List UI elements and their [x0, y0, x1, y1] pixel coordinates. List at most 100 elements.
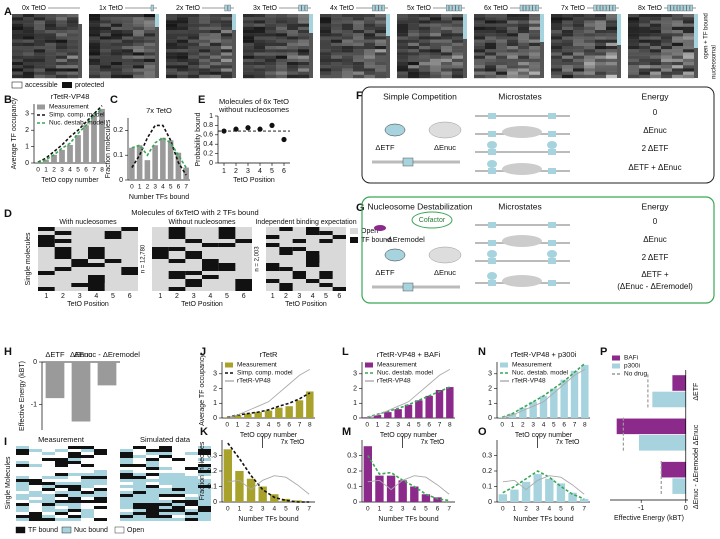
heat-cell: [496, 39, 508, 43]
heat-cell: [88, 279, 105, 283]
heat-cell: [529, 49, 541, 53]
chart-title: rTetR-VP48: [51, 92, 90, 101]
heat-cell: [650, 46, 662, 50]
heat-cell: [408, 68, 420, 72]
heat-cell: [56, 71, 68, 75]
heat-cell: [188, 65, 200, 69]
heat-cell: [551, 49, 563, 53]
label: 2: [175, 293, 179, 300]
heat-cell: [628, 71, 640, 75]
x-tick-label: 5: [76, 167, 80, 174]
heat-cell: [16, 470, 29, 473]
heat-cell: [188, 46, 200, 50]
x-tick-label: 2: [389, 506, 393, 513]
heat-cell: [452, 65, 464, 69]
bar: [306, 391, 314, 418]
heat-cell: [276, 46, 288, 50]
heat-cell: [122, 52, 134, 56]
heat-cell: [16, 488, 29, 491]
chart-title: 7x TetO: [146, 106, 172, 115]
heat-cell: [452, 39, 464, 43]
heat-cell: [144, 26, 156, 31]
heat-cell: [265, 55, 277, 59]
panel-letter: L: [342, 346, 349, 358]
bar: [59, 149, 65, 163]
heat-cell: [606, 42, 618, 47]
bound-bar: [232, 14, 236, 30]
heat-cell: [68, 476, 81, 479]
point: [221, 128, 227, 134]
heat-cell: [606, 30, 618, 34]
heat-cell: [375, 65, 387, 69]
heat-cell: [54, 267, 72, 271]
heat-cell: [67, 26, 79, 31]
heat-cell: [573, 62, 585, 66]
heat-cell: [159, 482, 172, 485]
heat-cell: [120, 467, 133, 470]
heat-cell: [188, 20, 200, 24]
heat-cell: [94, 485, 107, 488]
heat-cell: [168, 227, 186, 231]
heat-cell: [199, 68, 211, 72]
heat-cell: [188, 52, 200, 56]
heat-cell: [67, 58, 79, 63]
heat-cell: [12, 33, 24, 37]
heat-cell: [166, 14, 178, 18]
annotation: 7x TetO: [421, 439, 446, 446]
bar: [425, 395, 433, 418]
heat-cell: [419, 71, 431, 75]
heat-cell: [419, 49, 431, 53]
heat-cell: [166, 20, 178, 24]
teto-site: [458, 4, 462, 12]
legend-label: Nuc. destab. model: [49, 120, 106, 127]
heat-cell: [496, 36, 508, 40]
heat-cell: [353, 14, 365, 18]
heat-cell: [144, 65, 156, 69]
x-tick-label: -1: [638, 505, 644, 512]
heat-cell: [529, 14, 541, 18]
y-tick-label: 0.2: [347, 468, 357, 475]
heat-cell: [111, 36, 123, 40]
heat-cell: [198, 479, 211, 482]
bar: [264, 410, 273, 418]
x-tick-label: 3: [401, 506, 405, 513]
heat-cell: [298, 68, 310, 72]
heat-cell: [34, 74, 46, 79]
heat-cell: [122, 58, 134, 63]
heat-cell: [474, 62, 486, 66]
heat-cell: [94, 515, 107, 518]
heat-cell: [551, 46, 563, 50]
heat-cell: [606, 46, 618, 50]
heat-cell: [221, 62, 233, 66]
heat-cell: [485, 65, 497, 69]
label: Microstates: [498, 91, 541, 101]
heat-cell: [265, 36, 277, 40]
bar: [498, 417, 506, 418]
heat-cell: [42, 500, 55, 503]
heat-cell: [185, 506, 198, 509]
heat-cell: [408, 23, 420, 27]
y-axis-label: Fraction molecules: [105, 119, 112, 178]
legend-swatch: [612, 363, 620, 369]
heat-cell: [496, 71, 508, 75]
bar: [616, 418, 686, 435]
heat-cell: [342, 39, 354, 43]
heat-cell: [16, 485, 29, 488]
x-tick-label: 4: [407, 422, 411, 429]
heat-cell: [573, 49, 585, 53]
heat-cell: [507, 42, 519, 47]
y-tick-label: 2: [25, 127, 29, 134]
heat-cell: [188, 26, 200, 31]
heat-cell: [166, 30, 178, 34]
heat-cell: [292, 247, 306, 251]
heat-cell: [159, 464, 172, 467]
teto-site: [677, 4, 680, 12]
heat-cell: [133, 74, 145, 79]
heat-cell: [430, 74, 442, 79]
heat-cell: [452, 14, 464, 18]
heat-cell: [94, 449, 107, 452]
heat-cell: [266, 263, 280, 267]
heat-cell: [29, 473, 42, 476]
heat-cell: [29, 479, 42, 482]
label: Single molecules: [25, 232, 32, 285]
